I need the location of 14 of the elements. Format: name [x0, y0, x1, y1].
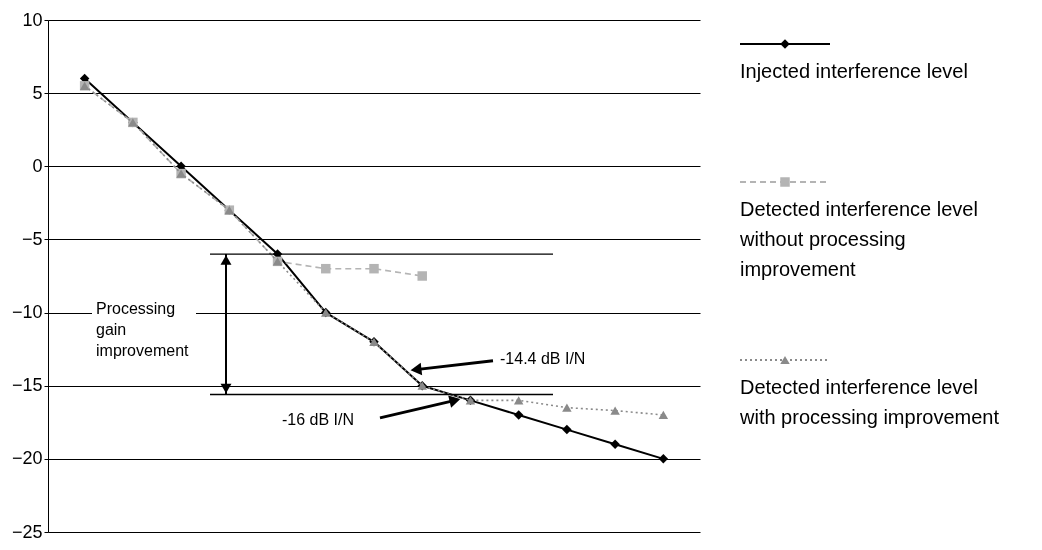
legend-label: Detected interference level without processing improvement	[739, 198, 978, 280]
legend-label: Injected interference level	[740, 60, 968, 82]
annotation: -14.4 dB I/N	[500, 349, 586, 367]
y-tick-label: −15	[11, 375, 43, 396]
legend-label: Detected interference level with processing improvement	[739, 376, 1000, 428]
y-tick-label: −10	[11, 302, 43, 323]
annotation: Processing gain improvement	[96, 299, 190, 359]
y-tick-label: −5	[21, 228, 43, 249]
y-tick-label: −25	[11, 521, 43, 542]
y-tick-label: 10	[22, 9, 43, 30]
annotation: -16 dB I/N	[282, 411, 355, 429]
y-tick-label: −20	[11, 448, 43, 469]
y-tick-label: 5	[32, 82, 43, 103]
y-tick-label: 0	[32, 155, 43, 176]
